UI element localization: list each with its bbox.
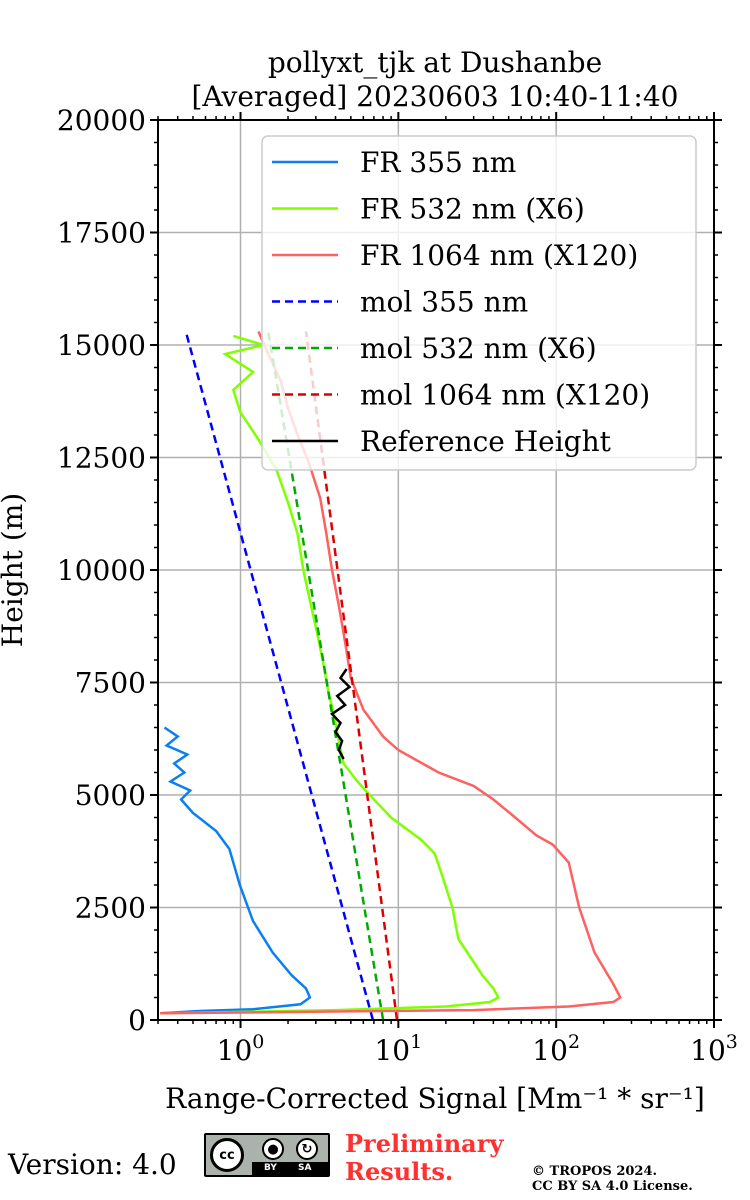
preliminary-line-2: Results. [345, 1157, 454, 1186]
series-line-1 [160, 334, 500, 1015]
legend-label-4: mol 532 nm (X6) [360, 332, 597, 365]
x-axis-ticks: 100 101 102 103 [157, 112, 738, 1067]
series-line-3 [184, 331, 375, 1020]
legend: FR 355 nm FR 532 nm (X6) FR 1064 nm (X120)… [261, 135, 697, 471]
y-tick-label: 15000 [57, 329, 146, 362]
legend-box [261, 135, 697, 471]
copyright-notice: © TROPOS 2024. CC BY SA 4.0 License. [532, 1164, 693, 1194]
series-line-6 [330, 668, 352, 760]
footer: Version: 4.0 cc ● ↻ BY SA Preliminary Re… [0, 1130, 750, 1200]
cc-sa-label: SA [298, 1163, 312, 1173]
copyright-line-2: CC BY SA 4.0 License. [532, 1179, 693, 1194]
y-tick-label: 2500 [75, 892, 146, 925]
chart: pollyxt_tjk at Dushanbe [Averaged] 20230… [0, 46, 738, 1115]
x-axis-label: Range-Corrected Signal [Mm⁻¹ * sr⁻¹] [165, 1082, 705, 1115]
preliminary-line-1: Preliminary [345, 1129, 504, 1158]
legend-label-0: FR 355 nm [360, 146, 516, 179]
series-line-0 [160, 726, 312, 1015]
share-alike-icon: ↻ [296, 1138, 318, 1160]
license-strip [252, 1162, 328, 1175]
cc-logo-icon: cc [210, 1138, 244, 1172]
y-tick-label: 12500 [57, 442, 146, 475]
cc-license-badge[interactable]: cc ● ↻ BY SA [204, 1133, 330, 1177]
chart-title-line-2: [Averaged] 20230603 10:40-11:40 [192, 80, 679, 113]
y-tick-label: 10000 [57, 554, 146, 587]
y-tick-label: 0 [128, 1004, 146, 1037]
by-person-icon: ● [262, 1138, 284, 1160]
legend-label-5: mol 1064 nm (X120) [360, 379, 650, 412]
y-tick-label: 17500 [57, 217, 146, 250]
x-tick-label: 102 [532, 1031, 580, 1067]
x-tick-label: 103 [690, 1031, 738, 1067]
x-tick-label: 101 [374, 1031, 422, 1067]
y-tick-label: 5000 [75, 779, 146, 812]
legend-label-1: FR 532 nm (X6) [360, 193, 585, 226]
y-tick-label: 20000 [57, 104, 146, 137]
chart-title-line-1: pollyxt_tjk at Dushanbe [268, 46, 602, 79]
copyright-line-1: © TROPOS 2024. [532, 1164, 658, 1179]
y-axis-ticks: 0 2500 5000 7500 10000 12500 15000 17500 20000 [57, 104, 722, 1037]
legend-label-6: Reference Height [360, 425, 612, 458]
y-axis-label: Height (m) [0, 493, 29, 647]
version-label: Version: 4.0 [8, 1148, 177, 1181]
legend-label-2: FR 1064 nm (X120) [360, 239, 638, 272]
cc-by-label: BY [264, 1163, 277, 1173]
y-tick-label: 7500 [75, 667, 146, 700]
preliminary-notice: Preliminary Results. [345, 1130, 503, 1186]
x-tick-label: 100 [217, 1031, 265, 1067]
legend-label-3: mol 355 nm [360, 286, 528, 319]
